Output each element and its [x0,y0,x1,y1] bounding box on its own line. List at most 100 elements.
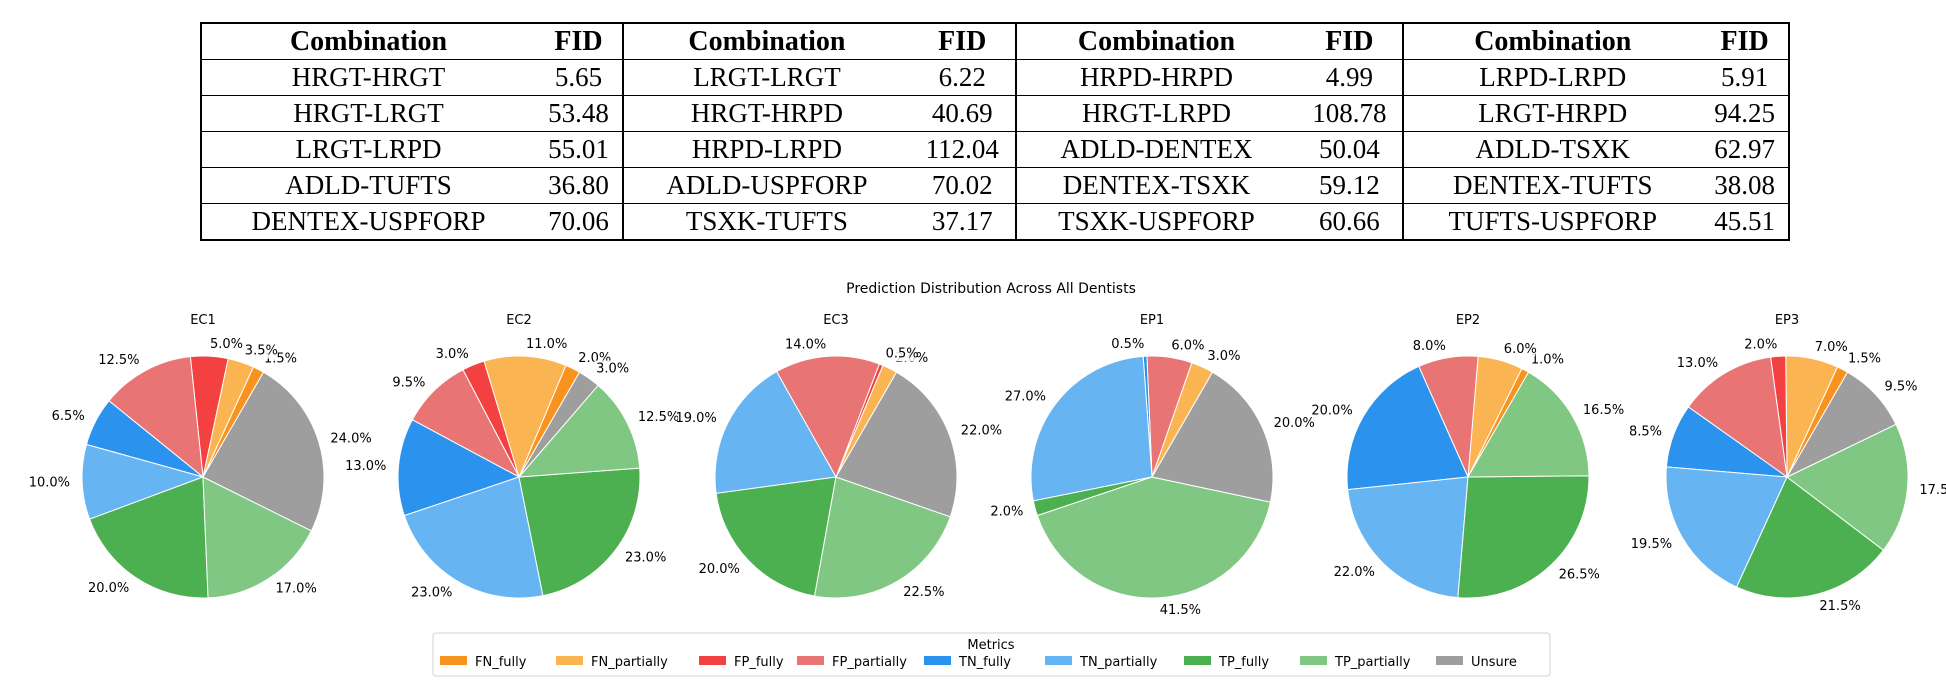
combination-cell: LRGT-HRPD [1402,95,1702,132]
data-label-background [347,457,389,474]
fid-cell: 38.08 [1701,167,1790,204]
pie-slice-tp-partially [202,476,313,599]
legend-label: FP_partially [832,655,907,670]
header-combination: Combination [621,22,911,60]
pie-slice-tn-partially [403,476,544,599]
data-label: 6.0% [1171,338,1204,353]
data-label-background [594,360,628,377]
pie-slice-tp-fully [518,467,641,597]
pie-slice-tp-partially [517,384,641,478]
data-label-background [958,422,1000,439]
data-label-background [208,336,242,353]
header-fid: FID [910,22,1016,60]
data-label-background [1917,482,1946,499]
pie-ep3: EP3 1.5%7.0% 2.0% 13.0% 8.5% 19.5% 21.5% 17.5% 9… [1629,313,1946,615]
data-label-background [1313,402,1355,419]
data-label-background [242,342,277,359]
data-label-background [90,579,132,596]
table-row: DENTEX-USPFORP 70.06 TSXK-TUFTS 37.17 TS… [199,203,1790,241]
data-label-background [1169,337,1203,354]
combination-cell: TSXK-TUFTS [621,203,911,241]
legend-label: TP_partially [1334,655,1411,670]
pie-slice-tp-partially [1786,423,1909,551]
data-label-background [100,352,142,368]
fid-cell: 5.65 [535,59,623,96]
fid-cell: 6.22 [910,59,1016,96]
legend-label: FP_fully [734,655,784,670]
data-label: 5.0% [210,337,243,352]
data-label-background [1414,337,1448,354]
pie-ec3: EC32.0%0.5%14.0%19.0%20.0%22.5%22.0% [675,313,1002,600]
table-row: ADLD-TUFTS 36.80 ADLD-USPFORP 70.02 DENT… [199,167,1790,204]
data-label-background [1271,414,1313,431]
data-label: 9.5% [392,375,425,390]
data-label-background [1882,378,1917,395]
data-label: 6.5% [52,409,85,424]
fid-table: Combination FID Combination FID Combinat… [199,22,1790,241]
pies-group: EC1 1.5% 3.5%5.0% 12.5% 6.5% 10.0% 20.0% 17.0% 2… [29,313,1946,618]
pie-slice-fp-partially [108,356,204,479]
fid-cell: 70.06 [535,203,623,241]
data-label: 3.0% [436,347,469,362]
table-row: HRGT-LRGT 53.48 HRGT-HRPD 40.69 HRGT-LRP… [199,95,1790,132]
pie-slice-unsure [835,371,958,518]
data-label: 0.5% [886,347,919,362]
data-label-background [1812,338,1847,355]
legend-swatch [1184,656,1211,665]
data-label: 13.0% [345,459,386,474]
data-label: 17.5% [1919,483,1946,498]
data-label: 23.0% [625,551,666,566]
data-label: 19.0% [675,411,716,426]
data-label-background [623,549,664,566]
data-label-background [1205,348,1239,364]
combination-cell: LRPD-LRPD [1402,59,1702,96]
pie-slice-unsure [518,371,599,478]
data-label-background [787,336,829,353]
data-label-background [413,584,455,601]
data-label-background [883,345,918,362]
combination-cell: HRGT-LRPD [1014,95,1297,132]
data-label: 3.0% [1207,349,1240,364]
data-label-background [1007,388,1048,405]
data-label: 13.0% [1677,356,1718,371]
data-label-background [677,409,719,426]
data-label: 21.5% [1819,599,1860,614]
pie-name-label: EC1 [190,313,216,328]
fid-cell: 45.51 [1701,203,1790,241]
pie-name-label: EP1 [1140,313,1164,328]
pie-slice-tp-fully [1457,475,1590,599]
pie-slice-tp-fully [1735,476,1885,599]
fid-cell: 5.91 [1701,59,1790,96]
legend-swatch [699,656,726,665]
table-row: LRGT-LRPD 55.01 HRPD-LRPD 112.04 ADLD-DE… [199,131,1790,168]
chart-title: Prediction Distribution Across All Denti… [846,281,1136,297]
data-label: 1.5% [1848,352,1881,367]
data-label: 10.0% [29,476,70,491]
data-label-background [524,336,565,353]
legend-label: FN_fully [475,655,527,670]
header-combination: Combination [1014,22,1297,60]
pie-slice-fn-partially [483,355,567,479]
combination-cell: HRPD-LRPD [621,131,911,168]
data-label-background [1580,401,1622,418]
data-label: 11.0% [526,337,567,352]
pie-slice-tp-fully [715,476,837,597]
combination-cell: DENTEX-TSXK [1014,167,1297,204]
pie-name-label: EP3 [1775,313,1799,328]
data-label: 20.0% [88,581,129,596]
combination-cell: ADLD-DENTEX [1014,131,1297,168]
combination-cell: ADLD-TSXK [1402,131,1702,168]
data-label: 0.5% [1111,337,1144,352]
fid-cell: 94.25 [1701,95,1790,132]
fid-cell: 59.12 [1296,167,1404,204]
data-label-background [1630,423,1664,440]
data-label-background [901,583,943,600]
data-label: 19.5% [1631,537,1672,552]
data-label: 23.0% [411,585,452,600]
header-fid: FID [535,22,623,60]
data-label: 41.5% [1160,603,1201,618]
data-label-background [328,430,370,447]
data-label-background [273,580,315,597]
data-label-background [1556,566,1598,583]
